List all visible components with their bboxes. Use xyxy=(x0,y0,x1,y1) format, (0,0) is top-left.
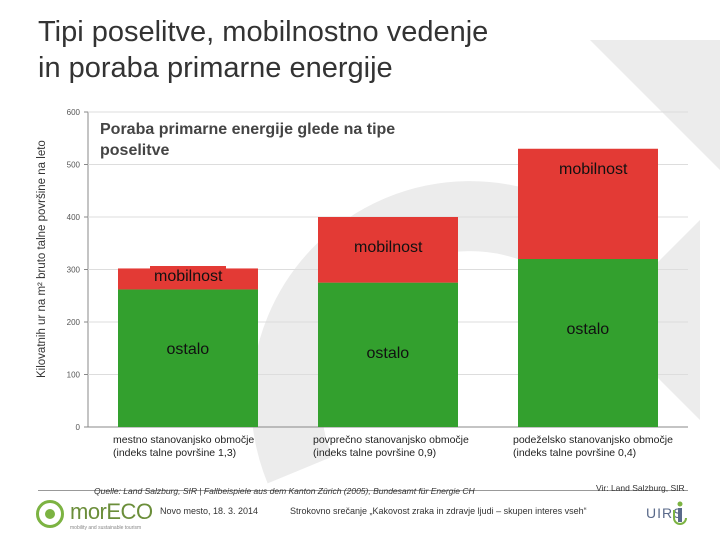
y-tick-label-600: 600 xyxy=(67,108,81,117)
bar-label-ostalo-3: ostalo xyxy=(562,319,614,341)
source-note: Vir: Land Salzburg, SIR xyxy=(596,483,685,493)
x-tick-label-1-line-2: (indeks talne površine 1,3) xyxy=(113,447,237,459)
x-tick-label-1-line-1: mestno stanovanjsko območje xyxy=(113,434,255,446)
bar-label-ostalo-1: ostalo xyxy=(162,339,214,362)
page-title: Tipi poselitve, mobilnostno vedenje in p… xyxy=(38,14,678,86)
y-tick-label-0: 0 xyxy=(76,423,81,432)
footer-place-date: Novo mesto, 18. 3. 2014 xyxy=(160,506,259,516)
y-tick-label-300: 300 xyxy=(67,266,81,275)
bar-label-mobilnost-3: mobilnost xyxy=(555,158,632,181)
bar-label-ostalo-2: ostalo xyxy=(362,342,414,365)
y-tick-label-100: 100 xyxy=(67,371,81,380)
moreco-logo-icon xyxy=(36,500,64,528)
bar-ostalo-3 xyxy=(518,259,658,427)
x-tick-label-3-line-1: podeželsko stanovanjsko območje xyxy=(513,434,673,446)
source-citation: Quelle: Land Salzburg, SIR | Fallbeispie… xyxy=(94,486,475,496)
bar-label-mobilnost-1: mobilnost xyxy=(150,266,227,289)
bar-label-mobilnost-2: mobilnost xyxy=(350,237,427,259)
x-tick-label-2-line-2: (indeks talne površine 0,9) xyxy=(313,447,437,459)
x-tick-label-2-line-1: povprečno stanovanjsko območje xyxy=(313,434,469,446)
footer-divider xyxy=(38,490,688,491)
uirs-logo-icon xyxy=(673,501,687,525)
chart-title: Poraba primarne energije glede na tipe p… xyxy=(100,121,396,159)
footer-event: Strokovno srečanje „Kakovost zraka in zd… xyxy=(290,506,587,516)
page-title-line-1: Tipi poselitve, mobilnostno vedenje xyxy=(38,16,489,48)
x-tick-label-1: mestno stanovanjsko območje (indeks talne… xyxy=(113,434,303,460)
x-tick-label-3-line-2: (indeks talne površine 0,4) xyxy=(513,447,637,459)
x-tick-label-3: podeželsko stanovanjsko območje (indeks t… xyxy=(513,434,703,460)
y-tick-label-400: 400 xyxy=(67,213,81,222)
y-tick-label-500: 500 xyxy=(67,161,81,170)
y-tick-label-200: 200 xyxy=(67,318,81,327)
x-tick-label-2: povprečno stanovanjsko območje (indeks ta… xyxy=(313,434,503,460)
moreco-logo-subtitle: mobility and sustainable tourism xyxy=(70,525,142,531)
page-title-line-2: in poraba primarne energije xyxy=(38,52,393,84)
moreco-logo-name: morECO xyxy=(70,499,153,524)
moreco-logo: morECO mobility and sustainable tourism xyxy=(36,498,156,534)
